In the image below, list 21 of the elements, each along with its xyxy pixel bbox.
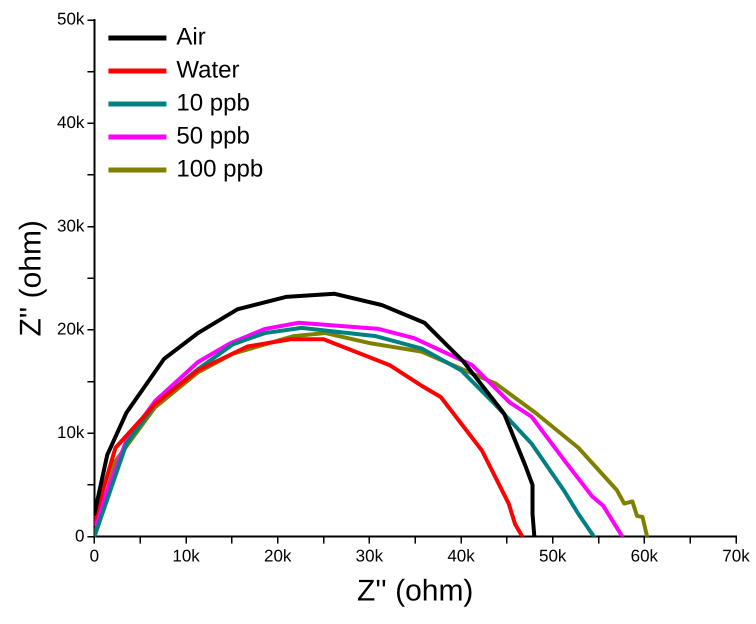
y-tick-label: 30k <box>56 216 85 236</box>
y-tick-label: 10k <box>56 422 85 442</box>
y-tick-label: 0 <box>74 526 84 546</box>
x-tick-label: 70k <box>722 546 750 566</box>
x-tick-label: 40k <box>447 546 476 566</box>
y-tick-label: 50k <box>56 10 85 29</box>
legend-label: Water <box>176 56 240 84</box>
legend-label: 100 ppb <box>176 156 264 183</box>
x-tick-label: 50k <box>538 546 567 566</box>
x-tick-label: 0 <box>90 546 100 566</box>
x-tick-label: 60k <box>630 546 659 566</box>
legend-label: 10 ppb <box>176 90 250 117</box>
x-tick-label: 10k <box>172 546 200 566</box>
y-tick-label: 20k <box>56 320 85 339</box>
y-axis-title: Z'' (ohm) <box>14 220 48 337</box>
x-axis-title: Z'' (ohm) <box>356 574 474 608</box>
legend-label: Air <box>176 24 206 51</box>
legend-label: 50 ppb <box>176 122 250 150</box>
x-tick-label: 20k <box>264 546 292 566</box>
x-tick-label: 30k <box>356 546 384 566</box>
y-tick-label: 40k <box>56 113 85 132</box>
